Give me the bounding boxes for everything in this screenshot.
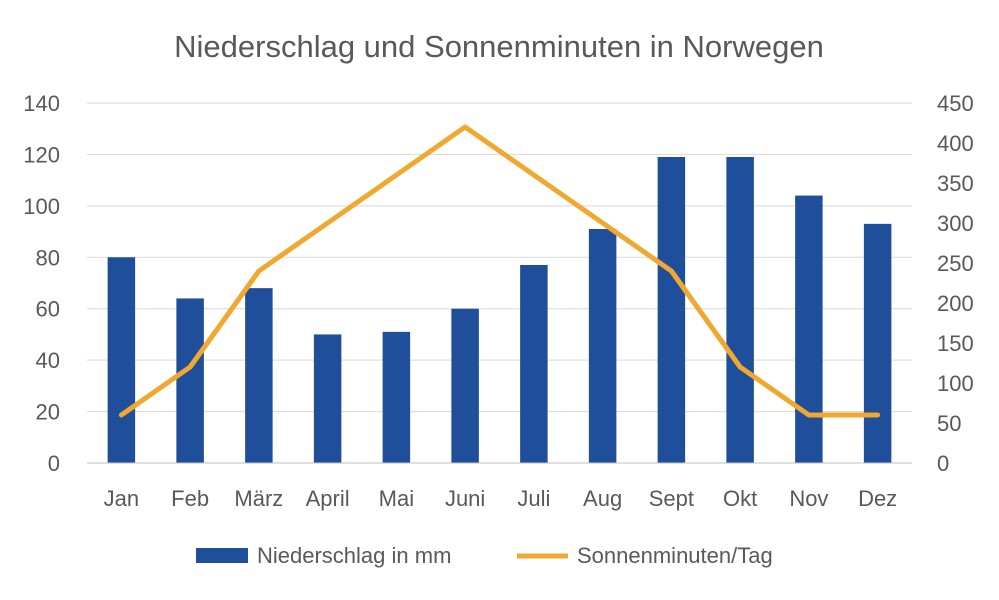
line-point (670, 270, 672, 272)
y2-tick-label: 250 (937, 251, 974, 276)
line-point (602, 222, 604, 224)
legend-swatch-niederschlag (196, 548, 248, 563)
y2-tick-label: 0 (937, 451, 949, 476)
y2-tick-label: 100 (937, 371, 974, 396)
bar (726, 157, 754, 463)
y-tick-label: 80 (36, 245, 60, 270)
y-tick-label: 40 (36, 348, 60, 373)
x-tick-label: Nov (789, 486, 828, 511)
x-tick-label: Sept (649, 486, 694, 511)
axes: 0 20 40 60 80 100 120 140 0 50 100 150 200 250 300 350 4… (23, 91, 973, 511)
line-point (877, 414, 879, 416)
bar-series (107, 157, 892, 464)
bar (588, 229, 617, 463)
bar (520, 265, 548, 463)
gridlines (87, 102, 912, 413)
x-tick-label: Mai (379, 486, 414, 511)
y2-tick-label: 450 (937, 91, 974, 116)
bar (107, 257, 136, 463)
x-tick-label: Juli (517, 486, 550, 511)
bar (795, 195, 823, 464)
bar (245, 288, 273, 463)
x-tick-label: Feb (171, 486, 209, 511)
x-tick-label: Okt (723, 486, 757, 511)
x-tick-label: Juni (445, 486, 485, 511)
x-tick-label: Dez (858, 486, 897, 511)
bar (382, 331, 411, 463)
y2-tick-label: 400 (937, 131, 974, 156)
y2-tick-label: 350 (937, 171, 974, 196)
x-tick-label: April (306, 486, 350, 511)
y2-tick-label: 50 (937, 411, 961, 436)
y2-tick-label: 300 (937, 211, 974, 236)
bar (863, 223, 892, 463)
y-tick-label: 0 (48, 451, 60, 476)
y2-tick-label: 200 (937, 291, 974, 316)
line-point (533, 174, 535, 176)
x-tick-label: Aug (583, 486, 622, 511)
bar (176, 298, 204, 463)
bar (313, 334, 342, 463)
line-point (327, 222, 329, 224)
bar (451, 308, 479, 463)
line-point (189, 366, 191, 368)
legend: Niederschlag in mm Sonnenminuten/Tag (196, 543, 773, 568)
line-point (464, 126, 466, 128)
y-tick-label: 140 (23, 91, 60, 116)
y-tick-label: 60 (36, 297, 60, 322)
y-tick-label: 100 (23, 194, 60, 219)
y2-tick-label: 150 (937, 331, 974, 356)
line-point (739, 366, 741, 368)
x-tick-label: Jan (104, 486, 139, 511)
y-tick-label: 20 (36, 400, 60, 425)
line-point (395, 174, 397, 176)
x-tick-label: März (234, 486, 283, 511)
bar (657, 157, 686, 463)
y-tick-label: 120 (23, 142, 60, 167)
legend-label-sonnenminuten: Sonnenminuten/Tag (577, 543, 773, 568)
line-point (120, 414, 122, 416)
line-point (808, 414, 810, 416)
legend-label-niederschlag: Niederschlag in mm (257, 543, 451, 568)
chart-title: Niederschlag und Sonnenminuten in Norweg… (174, 29, 824, 64)
sonnenminuten-line (118, 124, 881, 418)
line-series (118, 124, 881, 418)
line-point (258, 270, 260, 272)
